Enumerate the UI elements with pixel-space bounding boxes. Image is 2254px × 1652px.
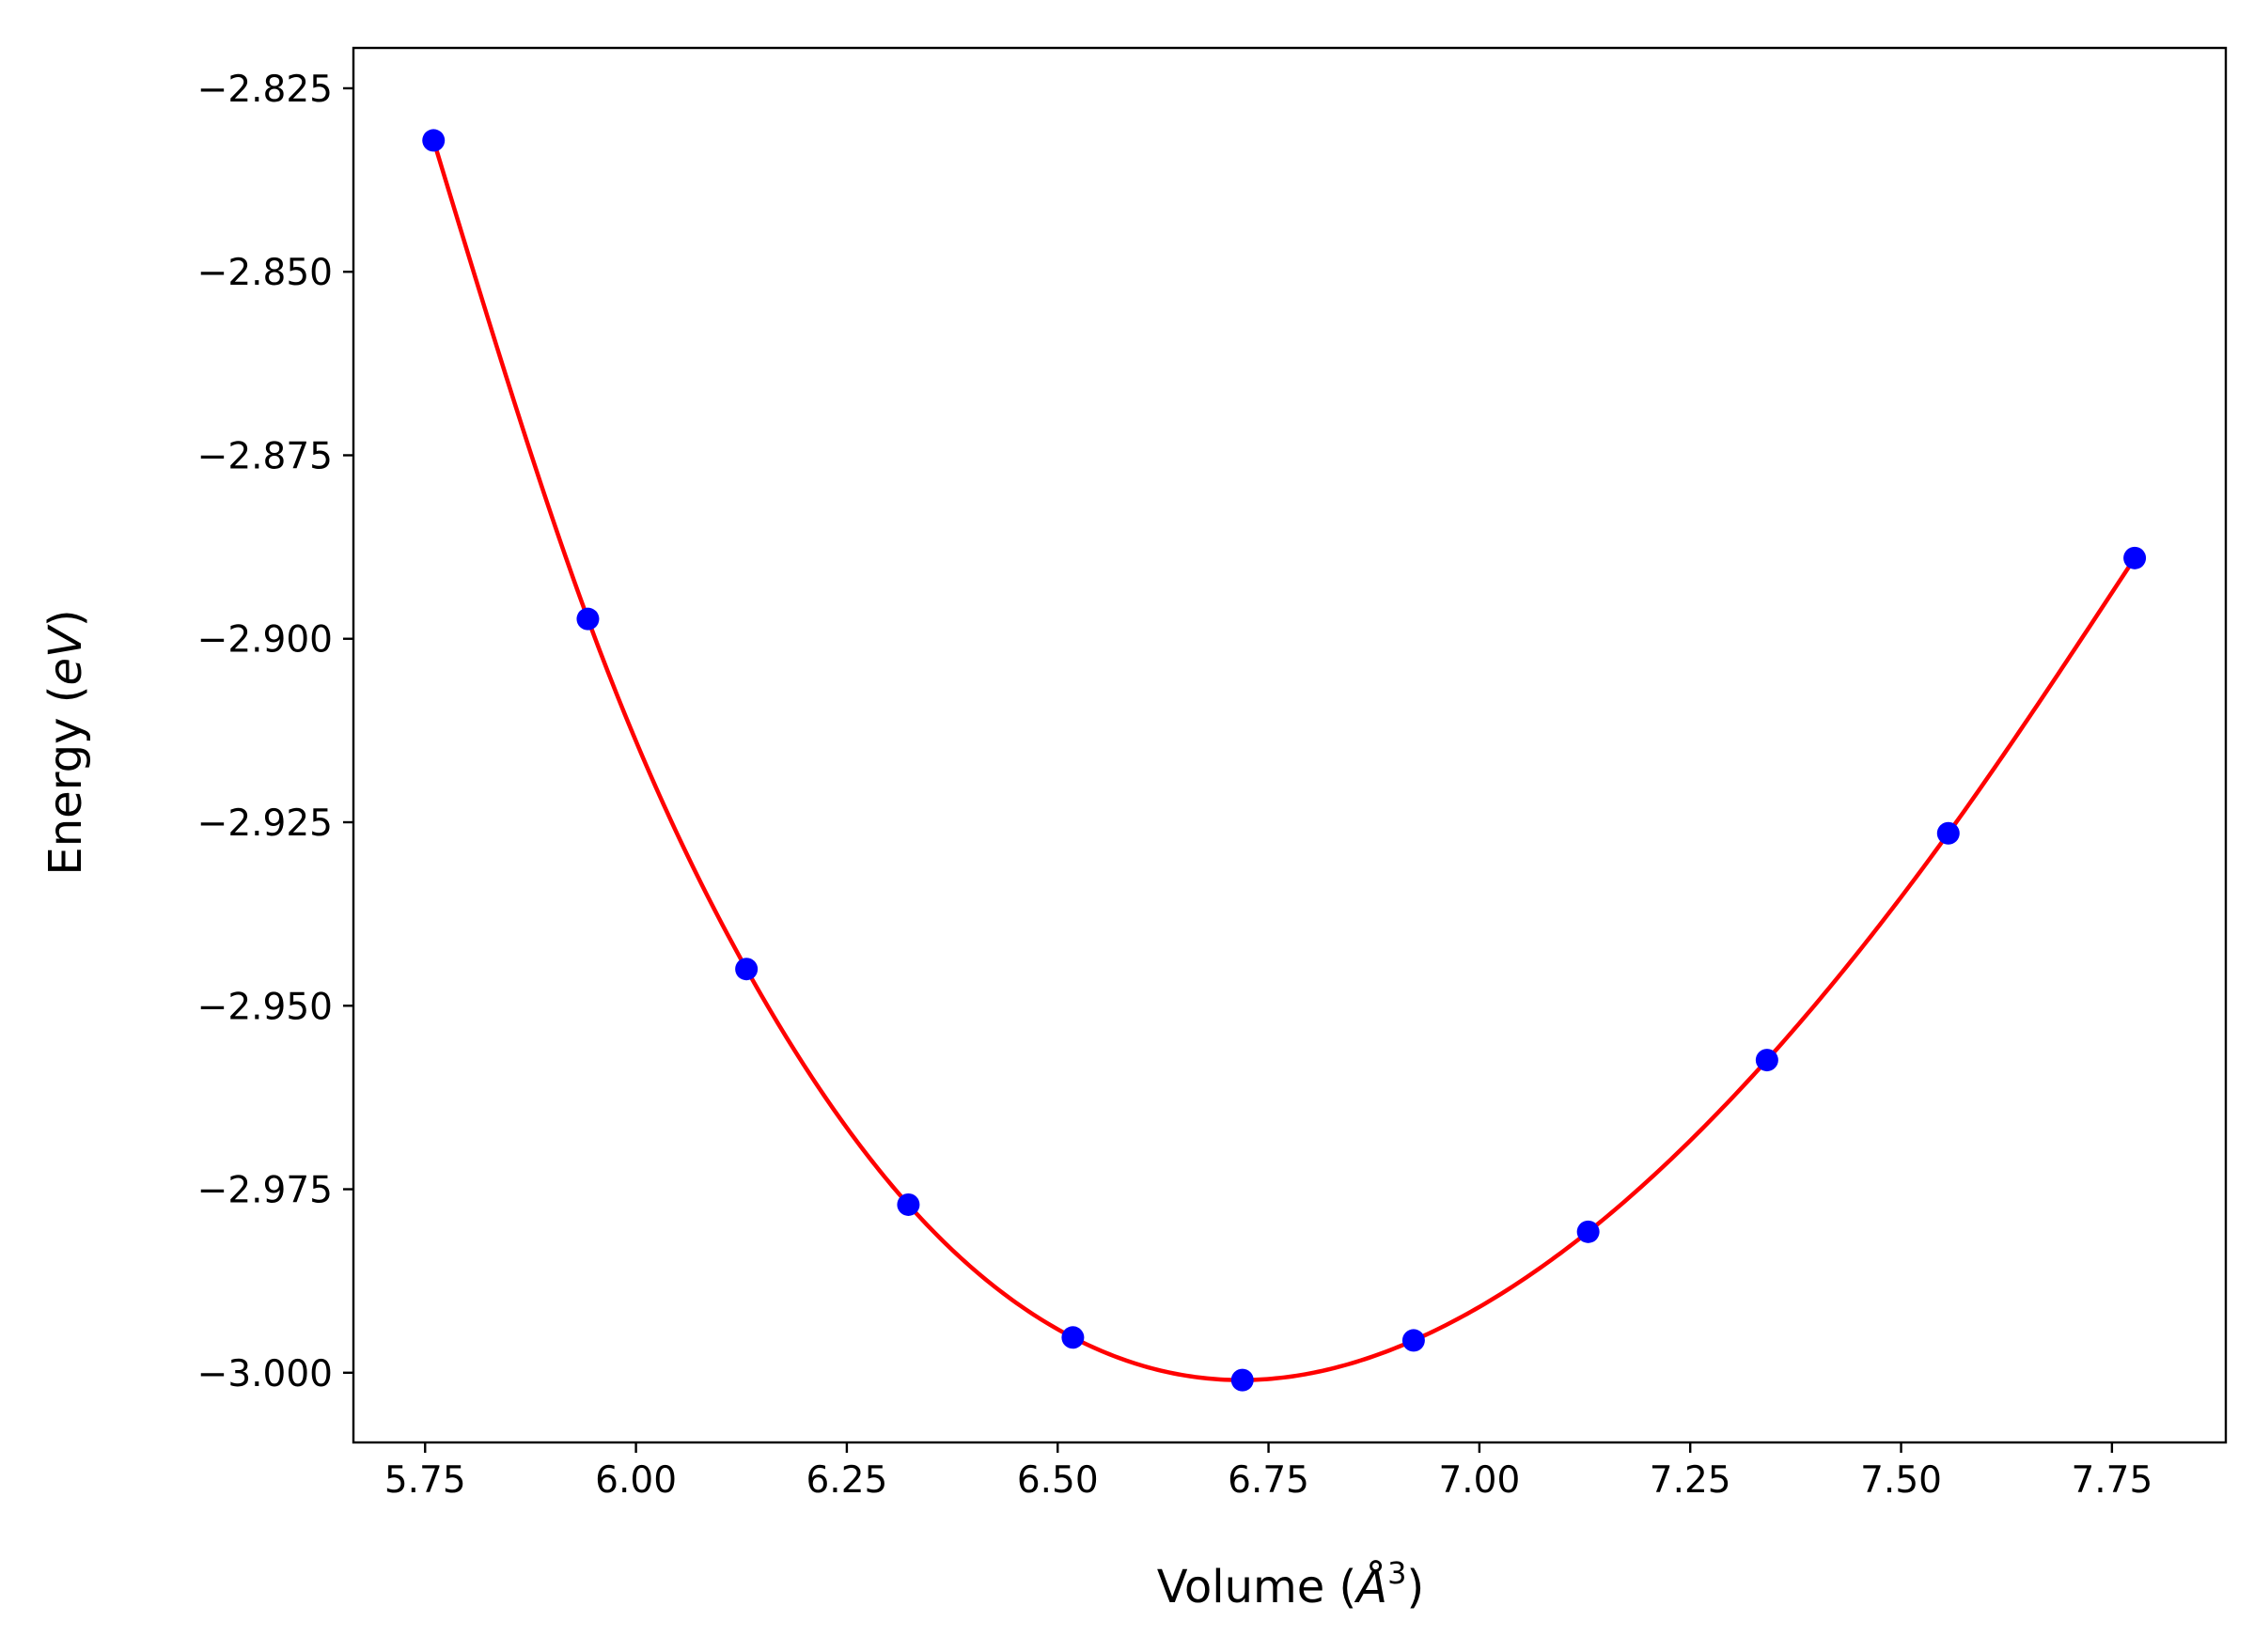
data-point xyxy=(2123,546,2147,569)
x-tick-label: 6.50 xyxy=(1017,1459,1099,1502)
data-point xyxy=(1230,1368,1254,1392)
y-tick-label: −2.850 xyxy=(197,252,333,294)
y-tick-label: −2.925 xyxy=(197,803,333,845)
plot-area: 5.75 6.00 6.25 6.50 6.75 7.00 7.25 7.50 7.75 −2.8… xyxy=(197,46,2228,1502)
data-point xyxy=(1061,1326,1085,1349)
x-tick-label: 7.75 xyxy=(2071,1459,2152,1502)
data-point xyxy=(735,958,759,981)
x-tick-label: 6.00 xyxy=(595,1459,677,1502)
y-tick-label: −2.825 xyxy=(197,69,333,111)
axes-frame xyxy=(352,46,2228,1444)
x-tick-label: 6.25 xyxy=(806,1459,887,1502)
fit-curve xyxy=(431,139,2137,1382)
y-tick-label: −3.000 xyxy=(197,1353,333,1395)
data-point xyxy=(1936,821,1960,845)
y-tick-label: −2.975 xyxy=(197,1170,333,1212)
x-tick-label: 7.00 xyxy=(1438,1459,1520,1502)
x-axis-label: Volume (Å3) xyxy=(1157,1555,1424,1613)
x-tick-label: 5.75 xyxy=(384,1459,466,1502)
y-tick-label: −2.875 xyxy=(197,435,333,477)
data-point xyxy=(1401,1329,1425,1352)
x-tick-label: 7.50 xyxy=(1860,1459,1942,1502)
data-point xyxy=(897,1192,920,1216)
x-tick-label: 7.25 xyxy=(1650,1459,1731,1502)
x-tick-label: 6.75 xyxy=(1228,1459,1309,1502)
data-point xyxy=(576,607,600,631)
data-point xyxy=(1576,1220,1600,1243)
y-tick-label: −2.950 xyxy=(197,986,333,1028)
y-axis-label: Energy (eV) xyxy=(39,609,92,875)
y-tick-label: −2.900 xyxy=(197,619,333,662)
data-point xyxy=(422,129,446,152)
data-point xyxy=(1755,1049,1778,1072)
